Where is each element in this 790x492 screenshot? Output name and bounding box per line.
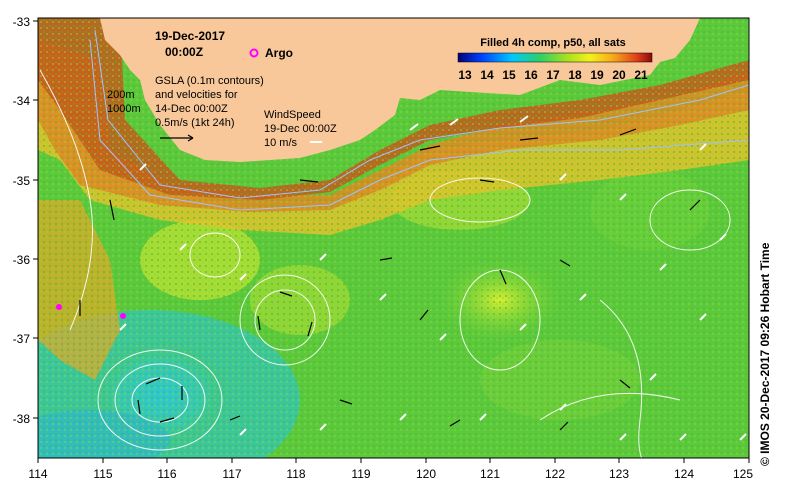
argo-float-2[interactable] (120, 313, 126, 319)
gsla-line-4: 0.5m/s (1kt 24h) (155, 117, 234, 129)
colorbar-ticks: 13 14 15 16 17 18 19 20 21 (458, 68, 648, 82)
gsla-line-2: and velocities for (155, 89, 238, 101)
plot-frame (37, 17, 750, 459)
x-tick-label: 120 (416, 467, 436, 481)
y-tick-label: -37 (13, 332, 31, 346)
colorbar-tick: 14 (480, 68, 494, 82)
y-tick-label: -38 (13, 412, 31, 426)
colorbar (457, 52, 653, 63)
y-tick-label: -36 (13, 253, 31, 267)
gsla-line-1: GSLA (0.1m contours) (155, 75, 264, 87)
depth-label-200: 200m (107, 89, 135, 101)
x-tick-label: 118 (286, 467, 305, 481)
argo-legend-icon (249, 48, 259, 58)
x-tick-label: 116 (157, 467, 176, 481)
velocity-arrows (79, 128, 701, 431)
map-date: 19-Dec-2017 (155, 29, 225, 43)
colorbar-title: Filled 4h comp, p50, all sats (480, 37, 626, 49)
y-tick-label: -34 (13, 94, 31, 108)
sst-field (38, 18, 749, 458)
y-tick-label: -33 (13, 15, 31, 29)
wind-line-2: 19-Dec 00:00Z (264, 123, 337, 135)
x-tick-label: 115 (93, 467, 112, 481)
x-tick-label: 114 (28, 467, 47, 481)
colorbar-tick: 17 (546, 68, 560, 82)
argo-label: Argo (265, 46, 293, 60)
x-tick-label: 122 (545, 467, 565, 481)
map-time: 00:00Z (165, 45, 203, 59)
x-tick-label: 117 (222, 467, 241, 481)
y-axis: -33 -34 -35 -36 -37 -38 (13, 15, 38, 426)
y-tick-label: -35 (13, 174, 31, 188)
x-axis: 114 115 116 117 118 119 120 121 122 123 … (28, 458, 753, 481)
x-tick-label: 121 (480, 467, 500, 481)
x-tick-label: 119 (351, 467, 370, 481)
colorbar-tick: 16 (524, 68, 538, 82)
x-tick-label: 125 (733, 467, 753, 481)
colorbar-tick: 21 (634, 68, 648, 82)
argo-float-1[interactable] (56, 304, 62, 310)
gsla-line-3: 14-Dec 00:00Z (155, 103, 228, 115)
colorbar-tick: 13 (458, 68, 472, 82)
x-tick-label: 124 (674, 467, 694, 481)
x-tick-label: 123 (609, 467, 629, 481)
colorbar-tick: 15 (502, 68, 516, 82)
depth-label-1000: 1000m (107, 103, 141, 115)
wind-line-1: WindSpeed (264, 109, 321, 121)
colorbar-tick: 20 (612, 68, 626, 82)
wind-arrows (119, 115, 747, 441)
wind-line-3: 10 m/s (264, 137, 298, 149)
colorbar-tick: 19 (590, 68, 604, 82)
colorbar-tick: 18 (568, 68, 582, 82)
copyright-label: © IMOS 20-Dec-2017 09:26 Hobart Time (758, 242, 772, 466)
